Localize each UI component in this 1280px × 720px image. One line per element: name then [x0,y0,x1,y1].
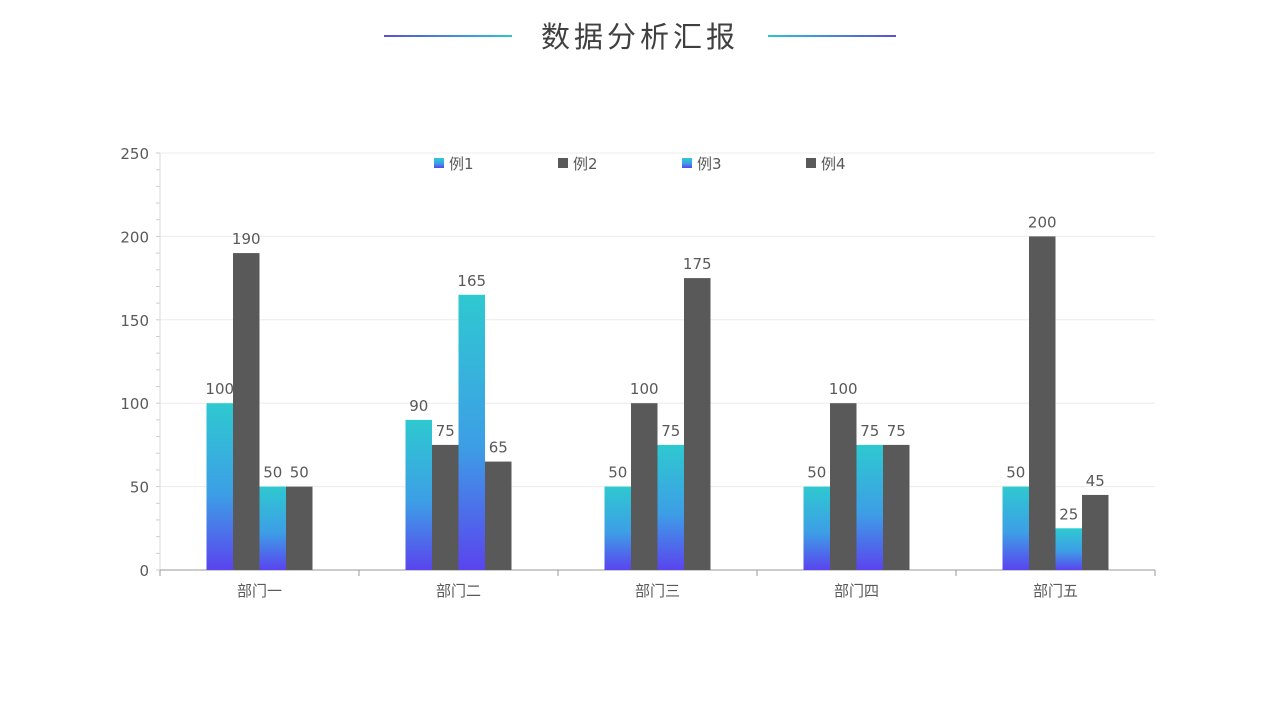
bar [286,486,313,570]
x-tick-label: 部门五 [1033,582,1078,600]
data-label: 50 [608,464,627,482]
bar [657,444,684,570]
bar [1002,486,1029,570]
x-tick-label: 部门二 [436,582,481,600]
legend-label: 例4 [821,155,846,173]
data-label: 75 [436,422,455,440]
legend-swatch [806,158,816,168]
bar [458,294,485,570]
y-tick-label: 0 [139,562,149,580]
legend-label: 例3 [697,155,722,173]
data-label: 165 [457,272,486,290]
data-label: 75 [661,422,680,440]
data-label: 100 [630,380,659,398]
y-tick-label: 50 [130,479,149,497]
data-label: 45 [1086,472,1105,490]
data-label: 90 [409,397,428,415]
bar [233,253,260,570]
data-label: 75 [887,422,906,440]
bar [432,444,459,570]
bar [631,403,658,570]
data-label: 25 [1059,505,1078,523]
x-tick-label: 部门一 [237,582,282,600]
data-label: 100 [205,380,234,398]
data-label: 200 [1028,213,1057,231]
y-tick-label: 100 [120,395,149,413]
data-label: 50 [807,464,826,482]
legend-label: 例1 [449,155,474,173]
bar [883,444,910,570]
x-tick-label: 部门四 [834,582,879,600]
legend-label: 例2 [573,155,598,173]
bars [206,236,1109,570]
page-title: 数据分析汇报 [540,20,739,54]
y-tick-label: 150 [120,312,149,330]
data-label: 50 [1006,464,1025,482]
bar [485,461,512,570]
bar [1029,236,1056,570]
data-label: 100 [829,380,858,398]
data-label: 175 [683,255,712,273]
bar [830,403,857,570]
legend-swatch [434,158,444,168]
bar [405,419,432,570]
data-label: 50 [263,464,282,482]
header: 数据分析汇报 [0,0,1280,72]
y-tick-label: 200 [120,228,149,246]
bar [1055,528,1082,570]
data-label: 50 [290,464,309,482]
legend: 例1 例2 例3 例4 [434,155,846,173]
bar [1082,494,1109,570]
bar [259,486,286,570]
bar [206,403,233,570]
data-label: 190 [232,230,261,248]
bar [604,486,631,570]
bar [803,486,830,570]
legend-swatch [682,158,692,168]
x-tick-label: 部门三 [635,582,680,600]
bar [856,444,883,570]
data-label: 65 [489,439,508,457]
y-tick-label: 250 [120,145,149,163]
title-decoration-right [768,35,896,37]
data-labels: 100 90 50 50 50 190 75 100 100 200 50 165 75 75 25 50 65… [205,213,1104,523]
data-label: 75 [860,422,879,440]
title-decoration-left [384,35,512,37]
bar [684,278,711,570]
legend-swatch [558,158,568,168]
